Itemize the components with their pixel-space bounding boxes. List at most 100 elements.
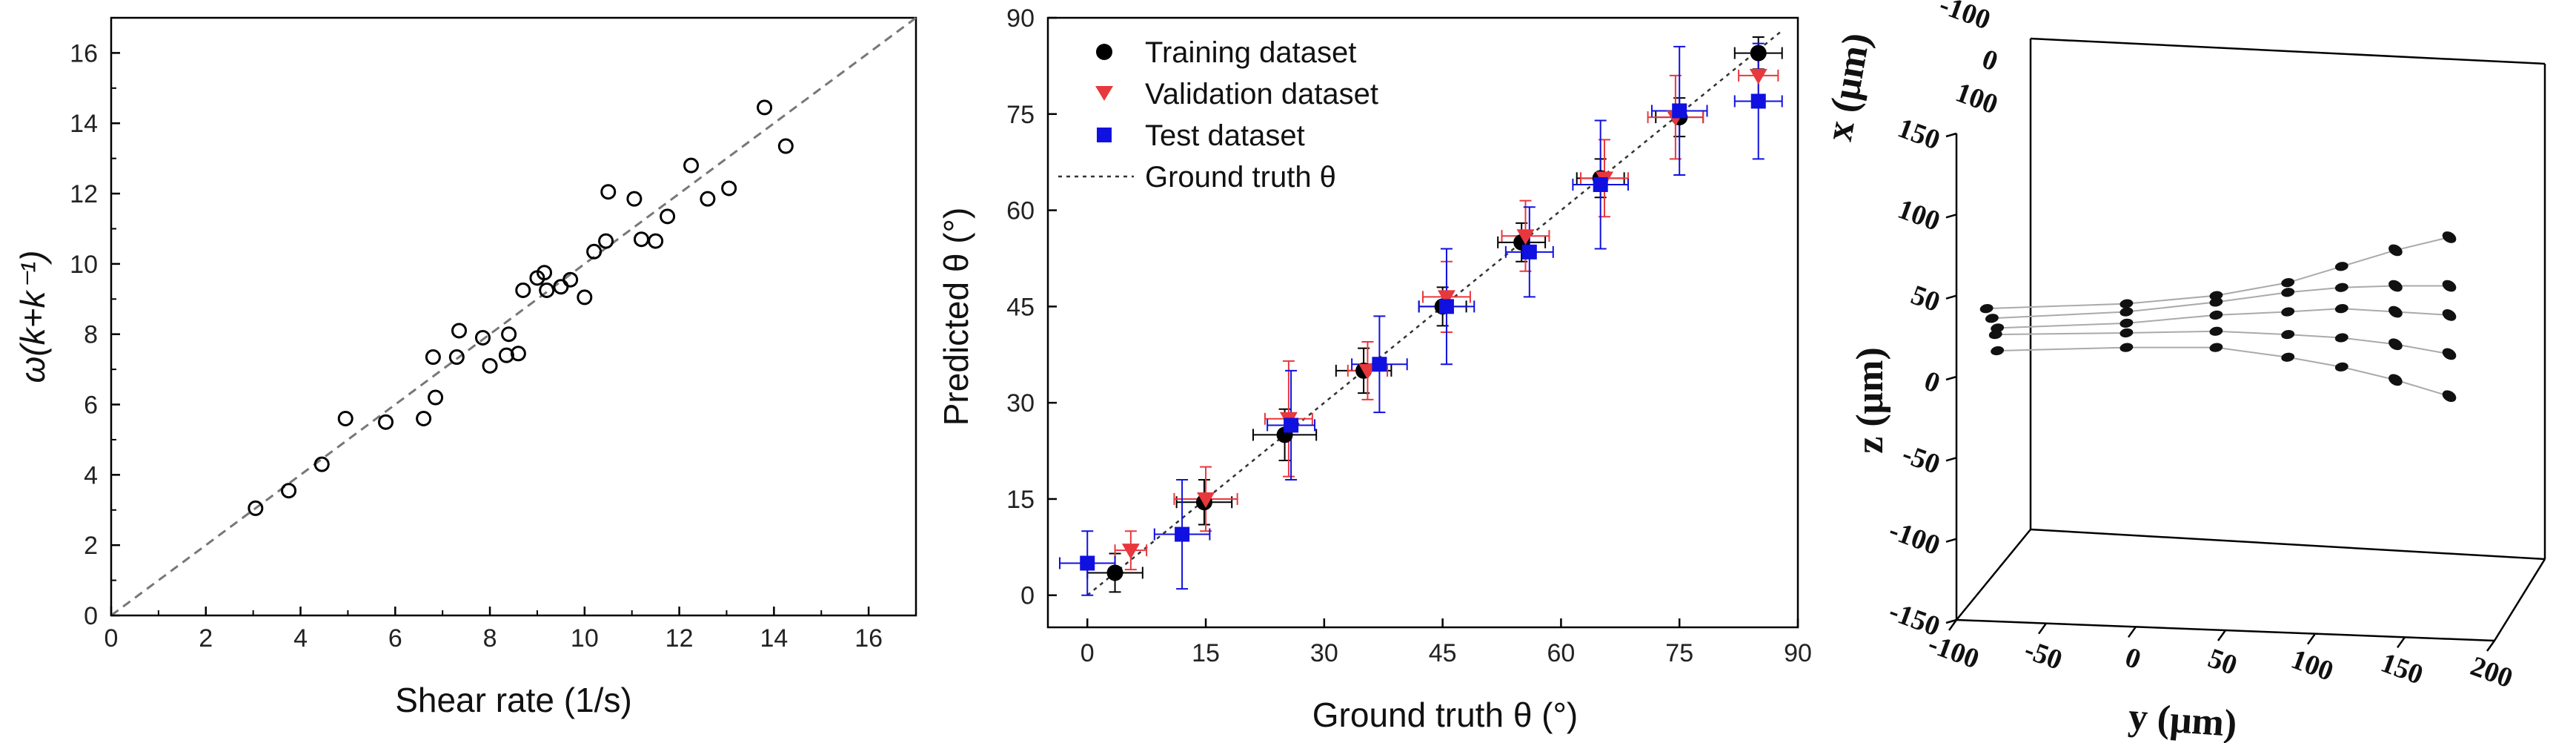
p3-particle-marker — [1985, 314, 1999, 323]
p1-data-point — [425, 349, 441, 366]
marker-test — [1750, 93, 1766, 109]
p1-data-point — [498, 347, 514, 363]
p3-particle-marker — [2281, 330, 2295, 340]
p3-y-tick-label: 0 — [2121, 641, 2145, 676]
p1-data-point — [448, 349, 465, 366]
p1-y-tick-label: 10 — [70, 251, 98, 279]
p3-z-tick — [1945, 618, 1957, 624]
p2-y-tick-label: 45 — [1006, 293, 1035, 321]
p3-z-tick-label: 0 — [1920, 365, 1944, 399]
p3-particle-marker — [2334, 283, 2348, 292]
p2-y-tick-label: 0 — [1020, 582, 1035, 610]
p1-data-point — [313, 456, 330, 472]
p3-y-tick — [2037, 622, 2048, 635]
p3-z-tick — [1945, 214, 1957, 219]
p3-z-axis-label: x (μm) — [1818, 30, 1879, 144]
p2-x-tick-label: 60 — [1547, 639, 1576, 667]
legend-label-training: Training dataset — [1145, 36, 1356, 69]
p3-particle-marker — [2334, 333, 2348, 343]
p3-y-tick-label: 200 — [2466, 650, 2517, 694]
p3-particle-marker — [2389, 280, 2403, 292]
p1-data-point — [626, 191, 643, 207]
p3-particle-marker — [2389, 244, 2403, 257]
marker-validation — [1437, 290, 1455, 306]
p3-particle-marker — [2209, 326, 2223, 336]
p1-y-tick-label: 2 — [84, 532, 98, 560]
p3-box — [1955, 37, 2546, 642]
p1-data-point — [660, 208, 676, 225]
panel-angle-prediction: 0 15 30 45 60 75 90 0 15 30 45 60 75 90 Training data… — [937, 4, 1812, 734]
legend-marker-training — [1096, 44, 1112, 60]
p2-y-tick-label: 90 — [1006, 4, 1035, 33]
p3-y-tick — [2306, 633, 2317, 645]
p1-data-point — [428, 389, 444, 406]
p1-data-point — [600, 184, 617, 200]
p3-x-tick-label: -100 — [1935, 0, 1994, 36]
p1-data-point — [648, 233, 664, 249]
p3-particle-marker — [2442, 231, 2457, 243]
p3-particle-marker — [2119, 328, 2134, 338]
p2-x-axis-label: Ground truth θ (°) — [1312, 696, 1578, 734]
marker-training — [1750, 44, 1767, 62]
p1-y-tick-label: 0 — [84, 602, 98, 630]
p2-x-tick-label: 15 — [1192, 639, 1220, 667]
p1-data-point — [586, 243, 602, 260]
p3-z-tick-label: -150 — [1885, 595, 1944, 642]
p3-particle-marker — [1979, 304, 1994, 314]
p2-x-tick-label: 90 — [1784, 639, 1812, 667]
legend-marker-test — [1097, 128, 1112, 142]
p2-x-tick-label: 75 — [1665, 639, 1693, 667]
p1-points — [248, 99, 794, 516]
p2-points — [1080, 44, 1767, 581]
p2-y-tick-label: 15 — [1006, 486, 1035, 514]
p3-particle-marker — [2334, 262, 2348, 271]
p1-plot-frame — [110, 16, 917, 617]
p3-particle-marker — [2334, 362, 2348, 372]
p2-plot-frame — [1046, 16, 1799, 629]
marker-training — [1106, 564, 1123, 581]
p3-y-tick — [1948, 619, 1958, 631]
p3-particle-marker — [2119, 299, 2134, 308]
p3-particle-marker — [2209, 310, 2223, 320]
p1-data-point — [416, 410, 432, 426]
marker-test — [1284, 417, 1299, 433]
p1-x-tick-label: 0 — [104, 624, 119, 653]
p3-box-edge — [2493, 558, 2546, 641]
p1-data-point — [539, 282, 555, 298]
p1-data-point — [598, 233, 614, 249]
p1-data-point — [562, 271, 579, 288]
p1-y-tick-label: 4 — [84, 461, 98, 489]
marker-test — [1175, 526, 1190, 542]
legend-label-validation: Validation dataset — [1145, 78, 1378, 110]
p1-data-point — [757, 99, 773, 116]
p3-particle-marker — [2281, 288, 2295, 297]
p1-data-point — [501, 326, 517, 343]
p3-particle-marker — [2281, 278, 2295, 288]
p3-trajectory-line — [1997, 346, 2450, 397]
p1-data-point — [683, 157, 700, 174]
marker-test — [1593, 176, 1608, 192]
marker-test — [1372, 357, 1387, 372]
p3-x-axis-label: y (μm) — [2127, 696, 2238, 743]
p1-data-point — [721, 180, 737, 197]
p1-data-point — [451, 323, 468, 339]
p3-y-tick-label: 150 — [2377, 647, 2427, 691]
p1-data-point — [337, 410, 353, 426]
p3-particle-marker — [2119, 307, 2134, 317]
p3-y-tick — [2396, 636, 2406, 649]
p1-x-tick-label: 14 — [760, 624, 788, 653]
p2-x-tick-label: 0 — [1080, 639, 1095, 667]
p2-ticks: 0 15 30 45 60 75 90 0 15 30 45 60 75 90 — [1006, 4, 1812, 667]
p3-x-tick-label: 0 — [1978, 43, 2002, 77]
p1-x-tick-label: 12 — [665, 624, 694, 653]
p3-box-edge — [1956, 529, 2031, 621]
p3-y-tick — [2127, 626, 2137, 638]
p3-y-tick-label: -50 — [2020, 634, 2066, 676]
p2-x-tick-label: 45 — [1429, 639, 1457, 667]
p1-x-tick-label: 4 — [293, 624, 308, 653]
p3-particle-marker — [2281, 352, 2295, 362]
p3-z-tick — [1945, 538, 1957, 543]
p1-data-point — [248, 500, 264, 516]
p3-particle-marker — [2442, 348, 2457, 360]
